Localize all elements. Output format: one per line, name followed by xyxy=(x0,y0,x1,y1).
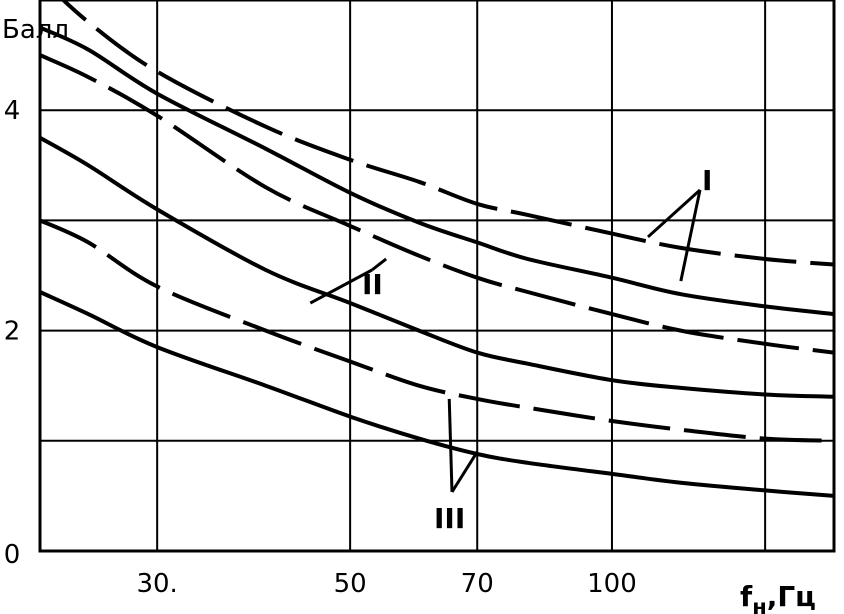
grid xyxy=(40,0,834,551)
curve-III-solid xyxy=(40,290,834,498)
annotation-label-III: III xyxy=(434,502,465,535)
y-tick-label: 4 xyxy=(4,96,21,126)
y-tick-label: 2 xyxy=(4,317,21,347)
annotation-pointer xyxy=(679,189,702,282)
y-tick-label: 0 xyxy=(4,540,21,570)
x-axis-label-main: f xyxy=(740,580,753,613)
x-tick-label: 100 xyxy=(587,569,637,599)
curve-I-solid xyxy=(40,25,834,317)
plot-frame xyxy=(38,0,836,553)
x-axis-label: fн,Гц xyxy=(740,580,816,614)
curve-I-dashed xyxy=(60,0,834,267)
annotation-pointer xyxy=(371,257,388,272)
annotation-pointer xyxy=(450,451,479,493)
x-axis-label-sub: н xyxy=(752,595,767,614)
curve-II-solid xyxy=(40,136,834,399)
tick-labels: 30. 50 70 100 0 2 4 xyxy=(4,96,637,599)
annotation-label-I: I xyxy=(702,164,712,197)
curve-II-dashed xyxy=(40,53,834,355)
annotation-pointer xyxy=(646,188,702,239)
curves xyxy=(40,0,834,498)
x-axis-label-unit: ,Гц xyxy=(767,580,816,613)
annotation-label-II: II xyxy=(362,268,383,301)
annotation-pointer xyxy=(309,268,373,305)
annotation-pointers xyxy=(309,188,702,493)
annotation-pointer xyxy=(447,398,454,493)
x-tick-label: 30. xyxy=(136,569,177,599)
x-tick-label: 50 xyxy=(334,569,367,599)
y-axis-label: Балл xyxy=(2,15,69,45)
x-tick-label: 70 xyxy=(461,569,494,599)
curve-III-dashed xyxy=(40,218,834,443)
